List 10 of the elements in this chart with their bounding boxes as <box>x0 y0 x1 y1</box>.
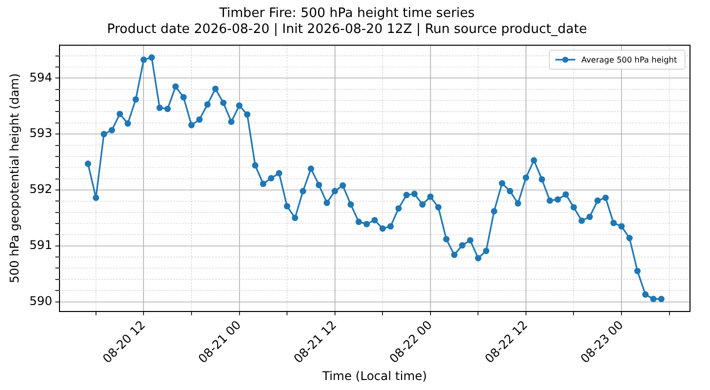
y-tick-label: 590 <box>29 294 52 308</box>
y-tick-label: 594 <box>29 70 52 84</box>
chart-subtitle: Product date 2026-08-20 | Init 2026-08-20 12Z | Run source product_date <box>107 22 587 37</box>
y-tick-label: 591 <box>29 238 52 252</box>
y-tick-label: 592 <box>29 182 52 196</box>
x-axis-title: Time (Local time) <box>321 368 427 383</box>
legend-label: Average 500 hPa height <box>581 55 677 64</box>
chart-title: Timber Fire: 500 hPa height time series <box>218 6 475 22</box>
y-axis-title: 500 hPa geopotential height (dam) <box>7 73 22 284</box>
y-tick-label: 593 <box>29 126 52 140</box>
